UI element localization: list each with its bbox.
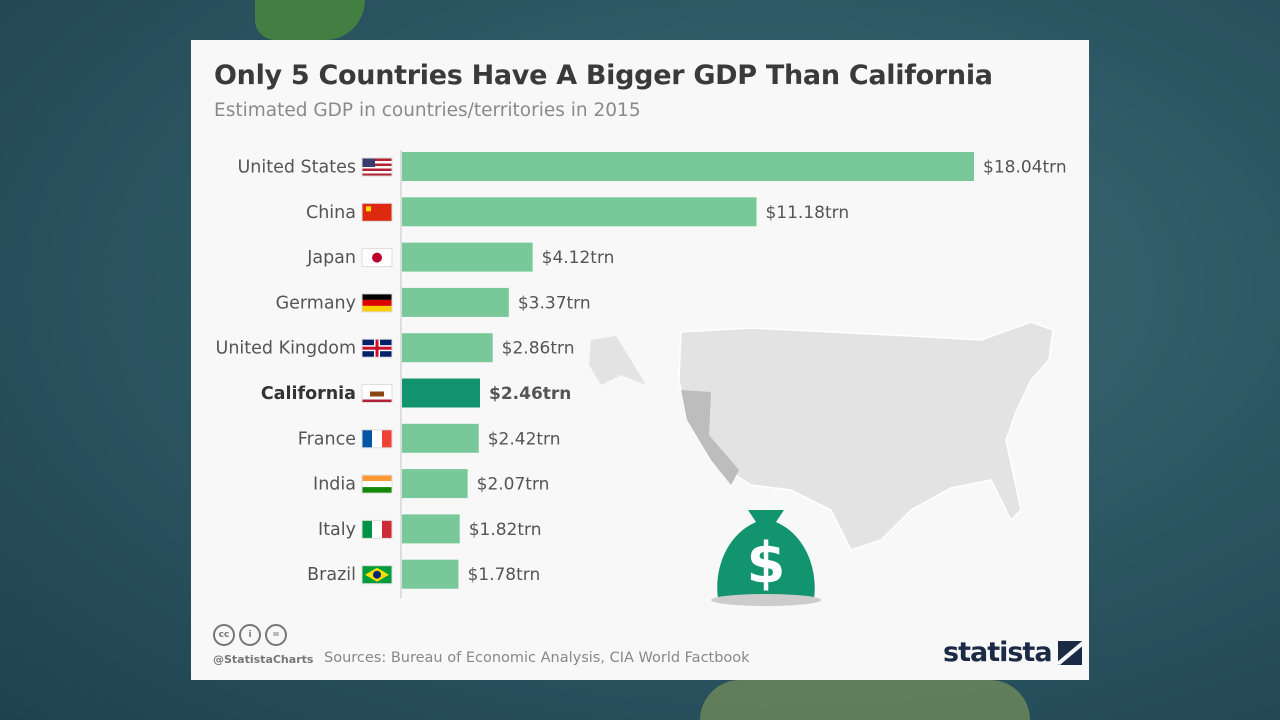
- value-label: $2.86trn: [502, 339, 575, 359]
- money-bag-icon: $: [711, 510, 821, 606]
- category-label: Brazil: [307, 565, 356, 585]
- bar: [402, 378, 480, 408]
- bar: [402, 559, 459, 589]
- value-label: $11.18trn: [765, 203, 849, 223]
- flag-icon: [361, 248, 393, 268]
- bar-chart: $ United States $18.04trn China $11.18trn Ja…: [216, 150, 1067, 606]
- category-label: Japan: [306, 248, 356, 268]
- flag-icon: [361, 293, 393, 313]
- twitter-handle: @StatistaCharts: [213, 653, 314, 666]
- flag-icon: [361, 565, 393, 585]
- value-label: $3.37trn: [518, 293, 591, 313]
- value-label: $18.04trn: [983, 158, 1067, 178]
- svg-text:$: $: [747, 531, 786, 596]
- flag-icon: [361, 519, 393, 539]
- background-land: [255, 0, 365, 40]
- bar: [402, 514, 460, 544]
- sources: Sources: Bureau of Economic Analysis, CI…: [324, 650, 750, 666]
- category-label: India: [313, 475, 356, 495]
- value-label: $2.46trn: [489, 384, 571, 404]
- logo-mark-icon: [1057, 640, 1082, 665]
- value-label: $2.07trn: [477, 475, 550, 495]
- bar: [402, 197, 757, 227]
- category-label: United Kingdom: [216, 339, 356, 359]
- flag-icon: [361, 429, 393, 449]
- flag-icon: [361, 202, 393, 222]
- category-label: Italy: [318, 520, 356, 540]
- statista-logo: statista: [943, 637, 1082, 668]
- chart-subtitle: Estimated GDP in countries/territories i…: [214, 100, 641, 121]
- bar: [402, 333, 493, 363]
- us-map-illustration: [589, 321, 1054, 551]
- value-label: $4.12trn: [542, 248, 615, 268]
- flag-icon: [361, 157, 393, 177]
- flag-icon: [361, 474, 393, 494]
- bar: [402, 469, 468, 499]
- chart-card: Only 5 Countries Have A Bigger GDP Than …: [191, 40, 1089, 680]
- background-land: [700, 680, 1030, 720]
- flag-icon: [361, 338, 393, 358]
- value-label: $1.78trn: [467, 565, 540, 585]
- value-label: $2.42trn: [488, 429, 561, 449]
- bar: [402, 152, 974, 181]
- flag-icon: [361, 384, 393, 403]
- category-label: China: [306, 203, 356, 223]
- chart-title: Only 5 Countries Have A Bigger GDP Than …: [214, 60, 993, 91]
- bar: [402, 287, 509, 317]
- logo-text: statista: [943, 637, 1053, 668]
- category-label: United States: [237, 158, 356, 178]
- category-label: Germany: [276, 293, 356, 313]
- license-icons: cc i =: [213, 624, 287, 646]
- value-label: $1.82trn: [469, 520, 542, 540]
- category-label: France: [298, 429, 356, 449]
- no-derivatives-icon: =: [265, 624, 287, 646]
- cc-icon: cc: [213, 624, 235, 646]
- bar: [402, 242, 533, 272]
- bar: [402, 423, 479, 453]
- attribution-icon: i: [239, 624, 261, 646]
- category-label: California: [261, 384, 356, 404]
